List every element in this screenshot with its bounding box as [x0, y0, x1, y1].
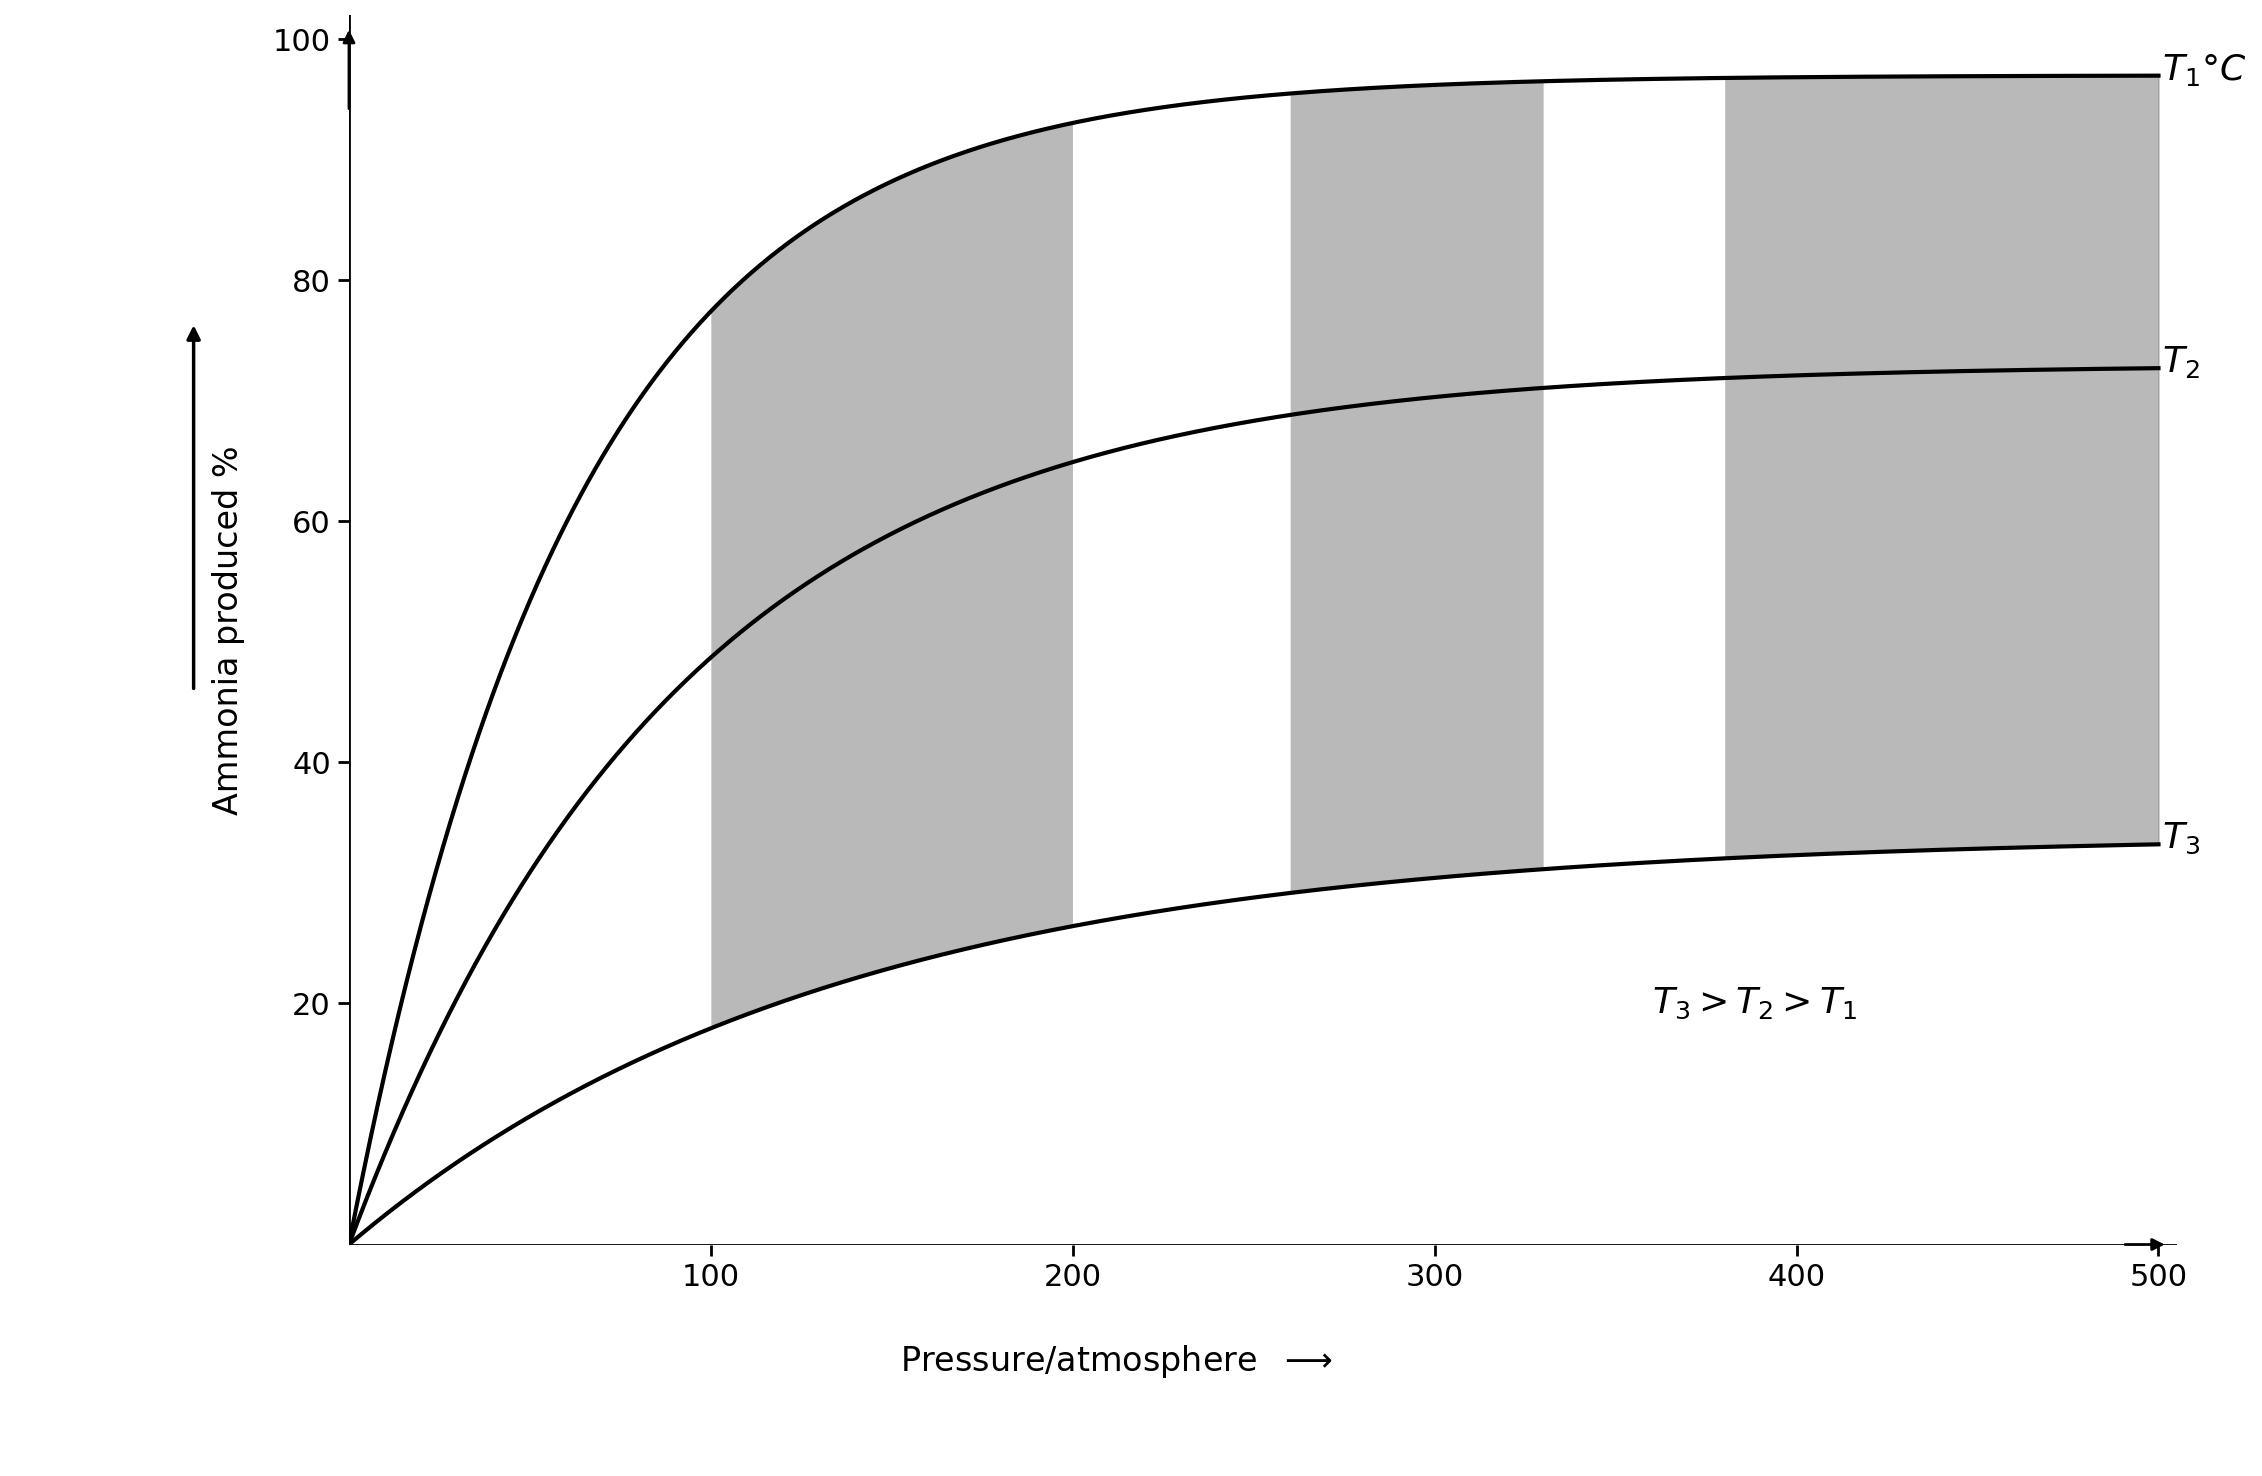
Text: $T_3 > T_2 > T_1$: $T_3 > T_2 > T_1$ — [1651, 986, 1857, 1021]
Y-axis label: Ammonia produced %: Ammonia produced % — [213, 444, 244, 815]
Text: $T_3$: $T_3$ — [2162, 821, 2201, 856]
Text: $T_2$: $T_2$ — [2162, 344, 2199, 381]
Text: Pressure/atmosphere  $\longrightarrow$: Pressure/atmosphere $\longrightarrow$ — [900, 1343, 1332, 1380]
Text: $T_1$°C: $T_1$°C — [2162, 52, 2246, 87]
